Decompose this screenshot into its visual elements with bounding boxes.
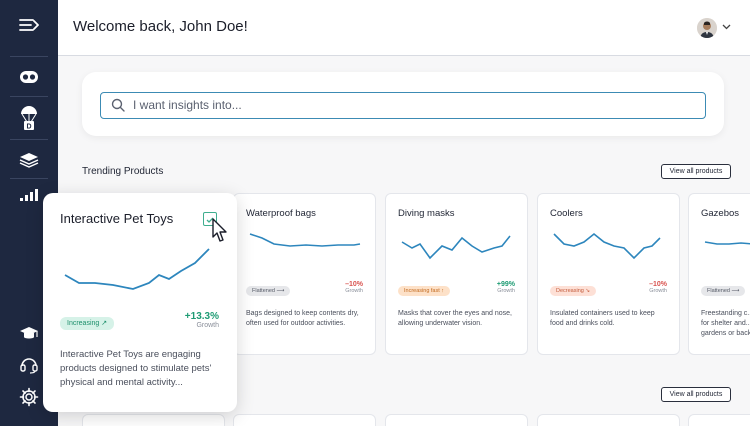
growth-label: Growth (196, 322, 219, 329)
product-title: Diving masks (398, 208, 455, 219)
product-title: Waterproof bags (246, 208, 316, 219)
product-description: Masks that cover the eyes and nose, allo… (398, 310, 513, 327)
avatar[interactable] (697, 18, 717, 38)
parachute-package-icon[interactable]: D (0, 105, 58, 131)
product-description: Insulated containers used to keep food a… (550, 310, 655, 327)
product-card[interactable] (688, 414, 750, 426)
product-card[interactable]: Waterproof bags Flattened ⟶ –10% Growth … (233, 193, 376, 355)
product-title: Coolers (550, 208, 583, 219)
hand-cursor-icon (212, 218, 227, 242)
product-card[interactable] (385, 414, 528, 426)
chevron-down-icon[interactable] (722, 24, 731, 30)
product-card[interactable]: Gazebos Flattened ⟶ Freestanding c... fo… (688, 193, 750, 355)
trend-badge: Increasing fast ↑ (398, 286, 451, 296)
signal-bars-icon[interactable] (0, 188, 58, 202)
sidebar-divider (10, 56, 48, 57)
headset-icon[interactable] (0, 356, 58, 374)
sidebar-divider (10, 96, 48, 97)
page-title: Welcome back, John Doe! (73, 18, 248, 35)
trend-sparkline (553, 232, 661, 260)
product-description: Freestanding c... for shelter and... gar… (701, 310, 750, 337)
product-card[interactable]: Coolers Decreasing ↘ –10% Growth Insulat… (537, 193, 680, 355)
trending-products-title: Trending Products (82, 166, 164, 177)
view-all-products-button[interactable]: View all products (661, 164, 731, 179)
product-card[interactable] (233, 414, 376, 426)
graduation-cap-icon[interactable] (0, 326, 58, 342)
trend-badge: Flattened ⟶ (246, 286, 291, 296)
trend-badge: Decreasing ↘ (550, 286, 596, 296)
trend-badge: Flattened ⟶ (701, 286, 746, 296)
trend-badge: Increasing ↗ (60, 317, 115, 330)
layers-icon[interactable] (0, 152, 58, 168)
search-box[interactable] (100, 92, 706, 119)
growth-stat: +99% Growth (497, 281, 515, 294)
growth-value: –10% (345, 281, 363, 288)
gear-icon[interactable] (0, 387, 58, 407)
product-description: Interactive Pet Toys are engaging produc… (60, 349, 212, 388)
product-title: Gazebos (701, 208, 740, 219)
growth-value: +13.3% (184, 311, 219, 322)
sidebar-divider (10, 178, 48, 179)
growth-label: Growth (649, 288, 667, 294)
growth-value: +99% (496, 281, 515, 288)
product-description: Bags designed to keep contents dry, ofte… (246, 310, 359, 327)
growth-stat: –10% Growth (649, 281, 667, 294)
search-input[interactable] (133, 93, 693, 117)
checkmark-icon (206, 217, 214, 223)
trend-sparkline (401, 235, 511, 260)
trend-sparkline (249, 233, 361, 247)
top-bar: Welcome back, John Doe! (58, 0, 750, 56)
collapse-menu-icon[interactable] (0, 18, 58, 32)
growth-label: Growth (345, 288, 363, 294)
mask-logo-icon[interactable] (0, 70, 58, 84)
product-card[interactable] (537, 414, 680, 426)
growth-stat: +13.3% Growth (185, 311, 219, 329)
growth-label: Growth (497, 288, 515, 294)
product-card[interactable] (82, 414, 225, 426)
trend-sparkline (64, 248, 210, 290)
search-icon (111, 98, 125, 112)
product-title: Interactive Pet Toys (60, 211, 174, 226)
view-all-products-button[interactable]: View all products (661, 387, 731, 402)
featured-product-card[interactable]: Interactive Pet Toys Increasing ↗ +13.3%… (43, 193, 237, 412)
sidebar-divider (10, 139, 48, 140)
growth-stat: –10% Growth (345, 281, 363, 294)
trend-sparkline (704, 241, 750, 245)
growth-value: –10% (649, 281, 667, 288)
search-panel (82, 72, 724, 136)
product-card[interactable]: Diving masks Increasing fast ↑ +99% Grow… (385, 193, 528, 355)
svg-text:D: D (26, 124, 31, 131)
